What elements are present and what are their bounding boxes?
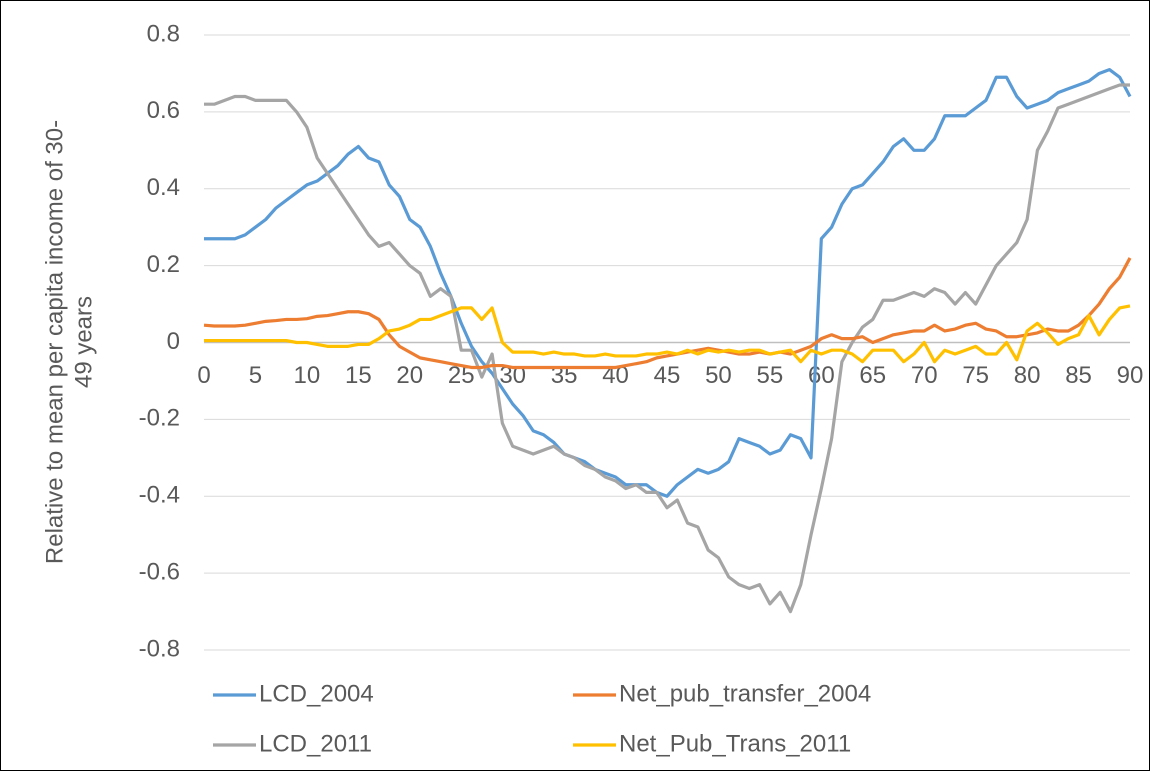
series-line [204,67,1132,498]
x-tick-label: 85 [1065,362,1092,389]
y-tick-label: -0.2 [139,405,180,432]
x-tick-label: 70 [911,362,938,389]
x-tick-label: 80 [1014,362,1041,389]
x-tick-label: 0 [197,362,210,389]
y-tick-label: 0.6 [147,97,180,124]
y-tick-label: -0.6 [139,558,180,585]
x-tick-label: 10 [294,362,321,389]
x-tick-label: 90 [1117,362,1144,389]
series-line [204,83,1130,614]
series-line [204,304,1131,364]
y-tick-label: -0.4 [139,482,180,509]
y-tick-label: -0.8 [139,635,180,662]
legend-label: Net_Pub_Trans_2011 [619,730,851,757]
y-tick-label: 0.4 [147,174,180,201]
x-tick-label: 65 [859,362,886,389]
y-axis-title-line: 49 years [70,296,97,388]
x-tick-label: 15 [345,362,372,389]
x-tick-label: 50 [705,362,732,389]
x-tick-label: 20 [396,362,423,389]
x-tick-label: 5 [249,362,262,389]
x-tick-label: 45 [654,362,681,389]
y-axis-title-line: Relative to mean per capita income of 30… [41,120,68,564]
x-tick-label: 55 [757,362,784,389]
y-tick-label: 0.2 [147,251,180,278]
series-line [203,257,1132,370]
legend-label: LCD_2004 [259,680,374,707]
x-tick-label: 75 [962,362,989,389]
legend-label: Net_pub_transfer_2004 [619,680,871,707]
x-tick-label: 60 [808,362,835,389]
y-tick-label: 0 [167,328,180,355]
y-axis-title: Relative to mean per capita income of 30… [41,120,97,564]
y-tick-label: 0.8 [147,20,180,47]
legend-label: LCD_2011 [259,730,372,757]
